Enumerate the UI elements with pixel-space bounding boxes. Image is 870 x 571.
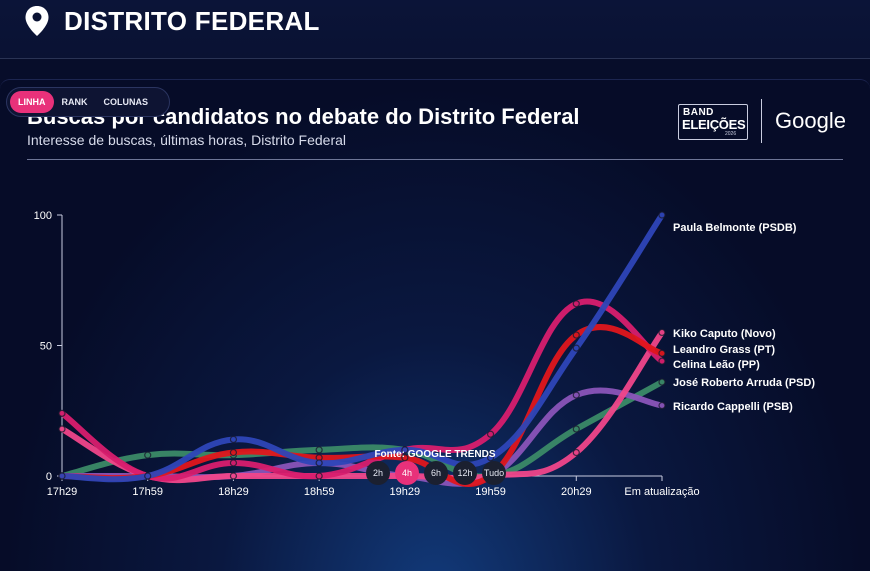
tab-colunas[interactable]: COLUNAS <box>103 97 149 107</box>
data-point <box>572 391 580 399</box>
x-tick-label: 20h29 <box>561 486 592 498</box>
y-tick-label: 0 <box>46 471 52 483</box>
data-point <box>58 472 66 480</box>
chart-type-tabs: LINHA RANK COLUNAS <box>6 87 170 117</box>
series-line <box>59 387 665 487</box>
x-tick-label: 18h29 <box>218 486 249 498</box>
region-title: DISTRITO FEDERAL <box>64 6 320 36</box>
data-point <box>658 349 666 357</box>
band-logo-main: ELEIÇÕES <box>682 117 746 132</box>
data-point <box>229 472 238 480</box>
logo-divider <box>761 99 762 143</box>
y-tick-label: 100 <box>34 210 52 222</box>
band-logo-year: 2026 <box>725 131 737 137</box>
x-tick-label: 19h59 <box>475 486 506 498</box>
range-2h[interactable]: 2h <box>366 461 390 485</box>
data-point <box>658 401 666 410</box>
data-point <box>572 425 580 433</box>
data-point <box>229 459 238 467</box>
data-point <box>658 211 666 219</box>
band-eleicoes-logo: BAND ELEIÇÕES 2026 <box>678 104 748 140</box>
series-label: Celina Leão (PP) <box>673 359 760 371</box>
range-4h[interactable]: 4h <box>395 461 419 485</box>
data-point <box>229 435 238 444</box>
range-12h[interactable]: 12h <box>453 461 477 485</box>
data-point <box>315 472 323 480</box>
data-point <box>315 459 323 467</box>
series-line <box>59 212 665 483</box>
data-point <box>144 472 152 480</box>
x-tick-label: 17h29 <box>47 486 78 498</box>
data-point <box>401 446 409 454</box>
data-point <box>486 454 495 462</box>
location-pin-icon <box>25 6 49 36</box>
data-point <box>658 357 666 365</box>
tab-linha[interactable]: LINHA <box>10 91 54 113</box>
data-point <box>572 331 580 339</box>
data-point <box>58 409 66 417</box>
series-label: Kiko Caputo (Novo) <box>673 328 776 340</box>
x-tick-label: 17h59 <box>132 486 163 498</box>
range-6h[interactable]: 6h <box>424 461 448 485</box>
data-point <box>144 451 152 459</box>
data-point <box>401 454 409 462</box>
chart-card: Buscas por candidatos no debate do Distr… <box>0 79 870 571</box>
chart-subtitle: Interesse de buscas, últimas horas, Dist… <box>27 132 347 148</box>
series-label: Paula Belmonte (PSDB) <box>673 222 797 234</box>
data-point <box>572 448 580 457</box>
data-point <box>58 425 66 433</box>
band-logo-top: BAND <box>683 107 714 118</box>
data-point <box>229 448 238 457</box>
time-range-selector: 2h 4h 6h 12h Tudo <box>366 461 506 485</box>
series-label: Leandro Grass (PT) <box>673 344 775 356</box>
series-line <box>59 379 665 480</box>
tab-rank[interactable]: RANK <box>61 97 88 107</box>
y-tick-label: 50 <box>40 341 52 353</box>
data-point <box>572 344 580 352</box>
range-tudo[interactable]: Tudo <box>482 461 506 485</box>
top-bar: DISTRITO FEDERAL <box>0 0 870 59</box>
series-label: Ricardo Cappelli (PSB) <box>673 401 793 413</box>
title-divider <box>27 159 843 160</box>
data-point <box>658 378 666 386</box>
data-point <box>315 446 323 454</box>
data-point <box>658 328 666 337</box>
data-point <box>572 300 580 308</box>
x-tick-label: Em atualização <box>624 486 699 498</box>
x-tick-label: 18h59 <box>304 486 335 498</box>
x-tick-label: 19h29 <box>390 486 421 498</box>
series-label: José Roberto Arruda (PSD) <box>673 377 815 389</box>
google-logo: Google <box>775 108 846 133</box>
source-label: Fonte: GOOGLE TRENDS <box>374 449 496 460</box>
data-point <box>486 430 495 438</box>
